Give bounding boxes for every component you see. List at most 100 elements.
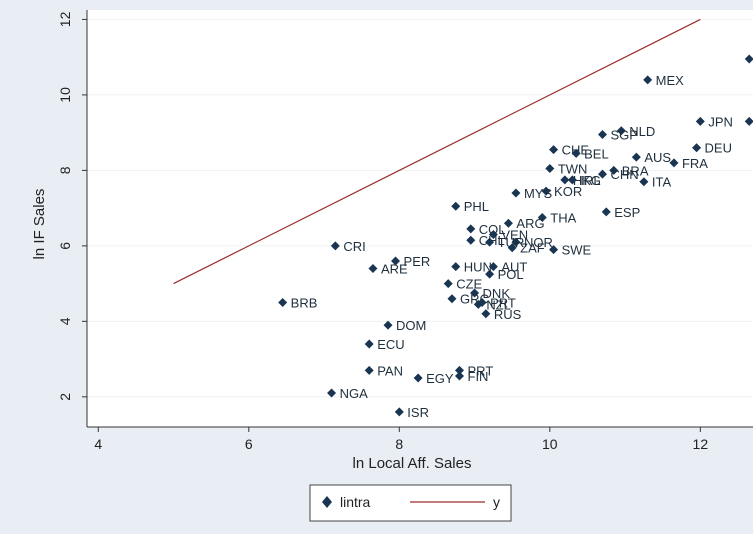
- point-label: JPN: [708, 114, 733, 129]
- data-point-brb: [278, 297, 288, 307]
- y-tick-label: 2: [57, 393, 73, 401]
- data-point-zaf: [507, 243, 517, 253]
- point-label: ESP: [614, 205, 640, 220]
- point-label: COL: [479, 222, 506, 237]
- data-point-hun: [451, 262, 461, 272]
- data-point-arg: [503, 218, 513, 228]
- data-point-jpn: [695, 116, 705, 126]
- data-point-bel: [571, 148, 581, 158]
- legend-diamond-icon: [322, 496, 332, 508]
- point-label: FRA: [682, 156, 708, 171]
- legend-label-y: y: [493, 494, 500, 510]
- data-point-hkg: [560, 175, 570, 185]
- point-label: SWE: [562, 243, 592, 258]
- point-label: NGA: [340, 386, 369, 401]
- data-point-grc: [447, 294, 457, 304]
- point-label: RUS: [494, 307, 522, 322]
- point-label: TWN: [558, 161, 588, 176]
- data-point-swe: [549, 245, 559, 255]
- legend-box: [309, 484, 512, 522]
- data-point-rus: [481, 309, 491, 319]
- data-point-ca: [744, 54, 753, 64]
- point-label: CZE: [456, 277, 482, 292]
- x-tick-label: 6: [245, 436, 253, 452]
- point-label: ISR: [407, 405, 429, 420]
- x-axis-title: ln Local Aff. Sales: [353, 455, 472, 472]
- data-point-g: [744, 116, 753, 126]
- data-point-esp: [601, 207, 611, 217]
- point-label: PHL: [464, 199, 489, 214]
- point-label: PER: [404, 254, 431, 269]
- point-label: TUR: [498, 235, 525, 250]
- y-tick-label: 8: [57, 166, 73, 174]
- point-label: ARG: [516, 216, 544, 231]
- data-point-egy: [413, 373, 423, 383]
- y-tick-label: 10: [57, 87, 73, 103]
- point-label: AUS: [644, 150, 671, 165]
- grid-lines: [87, 18, 753, 398]
- point-label: DNK: [483, 286, 511, 301]
- axes: 2 4 6 8 10 12 4 6 8 10 12: [57, 10, 753, 452]
- data-point-che: [549, 145, 559, 155]
- data-point-nld: [616, 126, 626, 136]
- point-label: THA: [550, 211, 576, 226]
- points-layer: CAMEXJPNGNLDSGPDEUCHEBELAUSFRATWNBRACHNH…: [278, 54, 753, 420]
- y-tick-label: 4: [57, 317, 73, 325]
- data-point-nga: [327, 388, 337, 398]
- y-tick-label: 6: [57, 242, 73, 250]
- point-label: MYS: [524, 186, 553, 201]
- data-point-ecu: [364, 339, 374, 349]
- data-point-kor: [541, 186, 551, 196]
- x-tick-label: 4: [94, 436, 102, 452]
- point-label: NZL: [486, 297, 511, 312]
- data-point-tha: [537, 213, 547, 223]
- data-point-irl: [567, 175, 577, 185]
- legend-label-lintra: lintra: [340, 494, 371, 510]
- data-point-mex: [643, 75, 653, 85]
- data-point-cze: [443, 279, 453, 289]
- series-line-y: [173, 18, 701, 285]
- data-point-mys: [511, 188, 521, 198]
- point-label: PRT: [490, 295, 516, 310]
- point-label: BRB: [291, 295, 318, 310]
- point-label: CRI: [343, 239, 365, 254]
- y-axis-title: ln IF Sales: [31, 189, 48, 260]
- data-point-prt: [455, 365, 465, 375]
- point-label: HKG: [573, 173, 601, 188]
- point-label: MEX: [656, 73, 685, 88]
- data-point-ita: [639, 177, 649, 187]
- x-tick-label: 12: [693, 436, 709, 452]
- data-point-sgp: [597, 130, 607, 140]
- point-label: NLD: [629, 124, 655, 139]
- point-label: HUN: [464, 260, 492, 275]
- data-point-aus: [631, 152, 641, 162]
- data-point-fra: [669, 158, 679, 168]
- x-tick-label: 10: [542, 436, 558, 452]
- data-point-tur: [485, 237, 495, 247]
- data-point-chn: [597, 169, 607, 179]
- point-label: ITA: [652, 175, 672, 190]
- legend: lintra y: [309, 484, 512, 522]
- data-point-bra: [609, 165, 619, 175]
- plot-area: [87, 10, 753, 427]
- data-point-aut: [488, 262, 498, 272]
- data-point-pol: [485, 269, 495, 279]
- point-label: EGY: [426, 371, 454, 386]
- x-tick-label: 8: [395, 436, 403, 452]
- point-label: POL: [498, 267, 524, 282]
- point-label: DEU: [705, 141, 732, 156]
- point-label: VEN: [501, 228, 528, 243]
- data-point-nor: [511, 237, 521, 247]
- reference-line-layer: [173, 18, 701, 285]
- y-tick-label: 12: [57, 11, 73, 27]
- point-label: FIN: [468, 369, 489, 384]
- data-point-twn: [545, 163, 555, 173]
- point-label: BEL: [584, 146, 609, 161]
- point-label: NOR: [524, 235, 553, 250]
- data-point-prt: [477, 297, 487, 307]
- data-point-per: [391, 256, 401, 266]
- data-point-deu: [692, 143, 702, 153]
- data-point-pan: [364, 365, 374, 375]
